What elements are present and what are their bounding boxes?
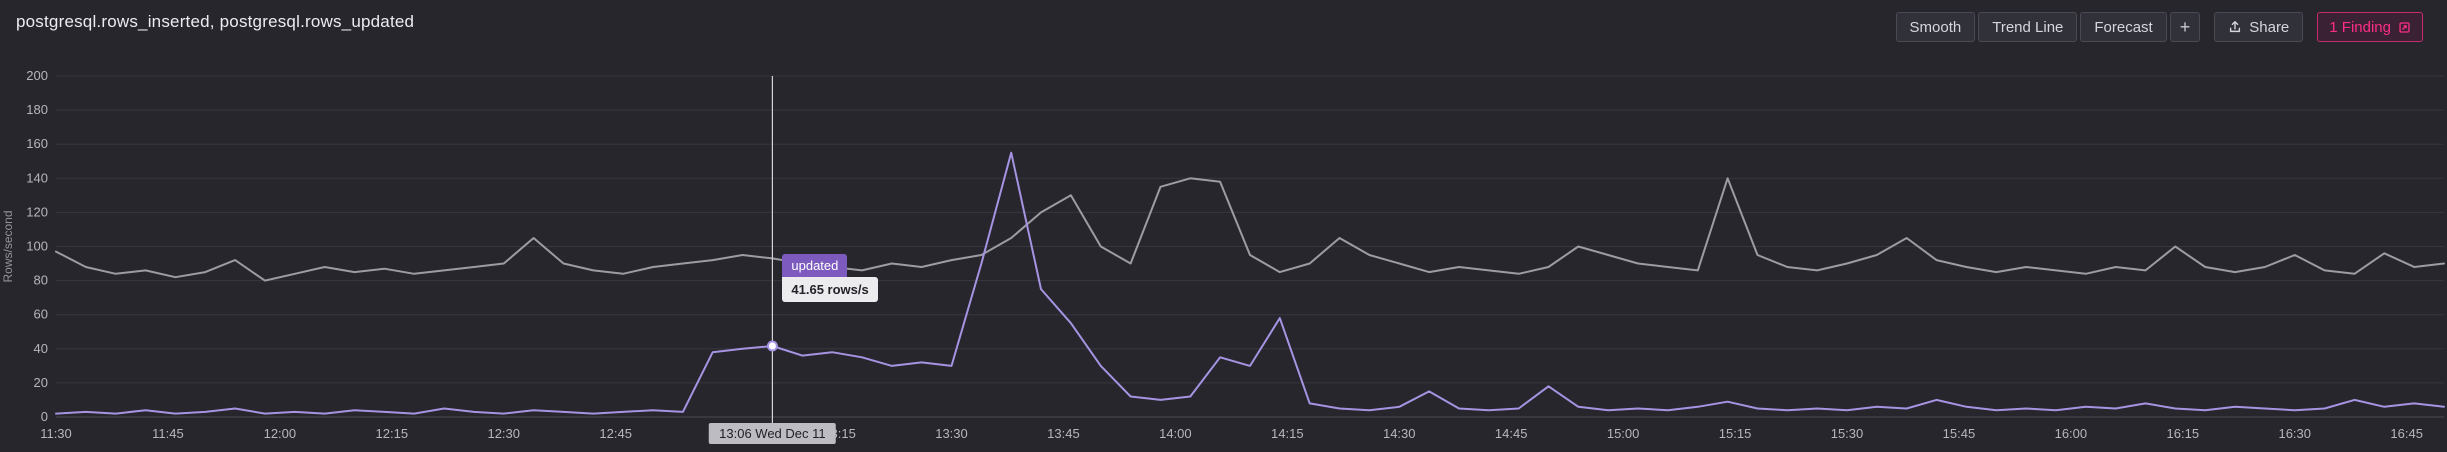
x-axis-tick-label: 11:45 (152, 426, 184, 441)
x-axis-tick-label: 14:30 (1383, 426, 1416, 441)
finding-badge[interactable]: 1 Finding (2317, 12, 2423, 42)
x-axis-tick-label: 13:30 (935, 426, 968, 441)
x-axis-tick-label: 14:15 (1271, 426, 1304, 441)
share-button-label: Share (2249, 18, 2290, 36)
x-axis-tick-label: 16:00 (2055, 426, 2088, 441)
x-axis-tick-label: 16:45 (2390, 426, 2423, 441)
y-axis-tick-label: 100 (26, 239, 48, 254)
chart-title: postgresql.rows_inserted, postgresql.row… (16, 12, 415, 31)
x-axis-tick-label: 15:30 (1831, 426, 1864, 441)
share-button[interactable]: Share (2214, 12, 2304, 42)
toolbar: Smooth Trend Line Forecast + Share 1 Fin… (1895, 12, 2423, 42)
chart-header: postgresql.rows_inserted, postgresql.row… (0, 0, 2447, 52)
hover-point-marker (766, 340, 778, 352)
x-axis-tick-label: 12:15 (376, 426, 409, 441)
x-axis-tick-label: 16:15 (2167, 426, 2200, 441)
y-axis-tick-label: 180 (26, 102, 48, 117)
y-axis-tick-label: 120 (26, 204, 48, 219)
x-axis-tick-label: 14:45 (1495, 426, 1528, 441)
x-axis-tick-label: 15:00 (1607, 426, 1640, 441)
forecast-button[interactable]: Forecast (2080, 12, 2167, 42)
x-axis-tick-label: 13:45 (1047, 426, 1080, 441)
x-axis-tick-label: 11:30 (40, 426, 72, 441)
x-axis-tick-label: 15:15 (1719, 426, 1752, 441)
finding-label: 1 Finding (2329, 18, 2391, 36)
x-axis-tick-label: 14:00 (1159, 426, 1192, 441)
x-axis-tick-label: 13:00 (711, 426, 744, 441)
trend-line-button[interactable]: Trend Line (1978, 12, 2078, 42)
analysis-button-group: Smooth Trend Line Forecast + (1895, 12, 2201, 42)
y-axis-tick-label: 40 (34, 341, 48, 356)
share-icon (2228, 20, 2242, 34)
series-line-updated (55, 151, 2445, 415)
y-axis-tick-label: 160 (26, 136, 48, 151)
x-axis-tick-label: 12:45 (599, 426, 632, 441)
y-axis-tick-label: 0 (41, 409, 48, 424)
y-axis-tick-label: 140 (26, 170, 48, 185)
series-line-inserted (55, 177, 2445, 282)
y-axis-tick-label: 80 (34, 273, 48, 288)
add-function-button[interactable]: + (2169, 12, 2201, 42)
y-axis-tick-label: 60 (34, 307, 48, 322)
finding-icon (2398, 21, 2411, 34)
y-axis-tick-label: 20 (34, 375, 48, 390)
y-axis-tick-label: 200 (26, 68, 48, 83)
x-axis-tick-label: 15:45 (1943, 426, 1976, 441)
x-axis-tick-label: 12:30 (487, 426, 520, 441)
x-axis-tick-label: 13:15 (823, 426, 856, 441)
x-axis-tick-label: 12:00 (264, 426, 297, 441)
smooth-button[interactable]: Smooth (1895, 12, 1976, 42)
x-axis-tick-label: 16:30 (2278, 426, 2311, 441)
y-axis-title: Rows/second (1, 210, 15, 282)
